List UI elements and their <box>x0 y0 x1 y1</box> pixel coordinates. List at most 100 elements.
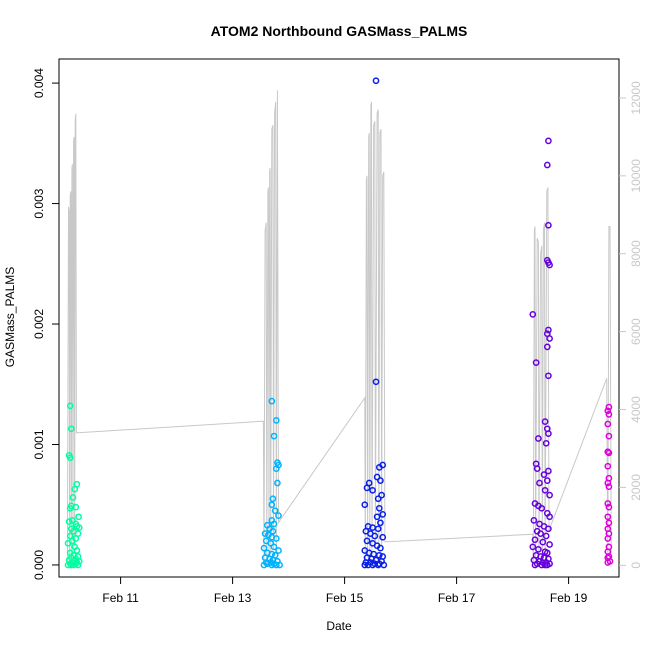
data-point <box>73 547 81 554</box>
data-point <box>546 335 553 342</box>
data-point <box>374 495 382 503</box>
data-point <box>531 561 539 569</box>
data-point <box>377 477 384 484</box>
data-point <box>605 449 613 457</box>
x-tick-label: Feb 11 <box>102 591 139 605</box>
data-point <box>545 326 552 334</box>
data-point <box>546 261 553 269</box>
data-point <box>541 486 549 494</box>
data-point <box>542 439 550 447</box>
y2-tick-label: 10000 <box>629 159 643 193</box>
y2-tick-label: 12000 <box>629 81 643 115</box>
data-point <box>261 530 269 537</box>
y-tick-label: 0.004 <box>32 68 46 98</box>
data-point <box>361 501 369 509</box>
data-point <box>536 479 543 487</box>
data-point <box>272 417 280 424</box>
data-point <box>268 397 276 405</box>
x-tick-label: Feb 19 <box>550 591 588 605</box>
data-point <box>75 513 82 521</box>
data-point <box>375 504 383 512</box>
data-point <box>373 473 381 481</box>
data-points-layer <box>64 77 614 569</box>
data-point <box>369 486 376 494</box>
data-point <box>543 343 551 351</box>
data-point <box>71 485 79 493</box>
data-point <box>530 517 538 524</box>
data-point <box>543 161 551 169</box>
altitude-line-layer <box>66 90 612 566</box>
data-point <box>537 530 544 537</box>
data-point <box>66 454 74 462</box>
data-point <box>272 535 280 542</box>
data-point <box>274 479 281 487</box>
data-point <box>533 465 541 472</box>
x-tick-label: Feb 13 <box>214 591 252 605</box>
x-tick-label: Feb 15 <box>326 591 364 605</box>
data-point <box>605 483 613 491</box>
y2-tick-label: 6000 <box>629 318 643 345</box>
y2-tick-label: 2000 <box>629 474 643 501</box>
data-point <box>604 448 612 456</box>
data-point <box>372 77 380 85</box>
data-point <box>604 500 612 507</box>
data-point <box>268 501 276 509</box>
data-point <box>540 471 548 478</box>
data-point <box>545 525 552 533</box>
data-point <box>377 519 384 527</box>
data-point <box>260 561 268 569</box>
data-point <box>535 545 542 553</box>
data-point <box>374 561 382 569</box>
data-point <box>363 537 371 545</box>
data-point <box>543 477 551 484</box>
data-point <box>374 525 382 533</box>
data-point <box>268 561 276 569</box>
data-point <box>604 420 612 428</box>
y2-tick-label: 0 <box>629 562 643 569</box>
y-tick-label: 0.002 <box>32 309 46 339</box>
data-point <box>379 533 387 541</box>
data-point <box>276 561 283 569</box>
altitude-series-line <box>66 90 612 566</box>
data-point <box>539 538 547 546</box>
data-point <box>272 465 280 472</box>
data-point <box>543 549 551 557</box>
data-point <box>75 524 83 531</box>
data-point <box>604 535 612 542</box>
data-point <box>74 561 82 569</box>
data-point <box>67 561 75 569</box>
data-point <box>605 403 613 411</box>
data-point <box>379 511 387 518</box>
data-point <box>67 425 75 433</box>
data-point <box>269 527 277 535</box>
data-point <box>372 378 380 386</box>
data-point <box>270 543 278 551</box>
data-point <box>541 561 549 569</box>
data-point <box>546 491 553 499</box>
data-point <box>373 513 381 521</box>
data-point <box>546 513 553 521</box>
data-point <box>375 464 383 471</box>
data-point <box>545 137 552 145</box>
data-point <box>541 418 549 425</box>
data-point <box>269 495 277 503</box>
data-point <box>545 221 552 229</box>
y2-tick-label: 8000 <box>629 240 643 267</box>
data-point <box>604 407 612 415</box>
data-point <box>65 518 73 525</box>
data-point <box>361 561 369 569</box>
data-point <box>64 561 72 569</box>
data-point <box>605 519 613 527</box>
x-tick-label: Feb 17 <box>438 591 476 605</box>
data-point <box>375 551 383 559</box>
data-point <box>538 504 546 512</box>
data-point <box>69 494 77 501</box>
data-point <box>543 561 551 569</box>
data-point <box>260 544 268 552</box>
data-point <box>64 539 72 547</box>
data-point <box>271 507 279 515</box>
x-axis-label: Date <box>326 619 352 633</box>
data-point <box>545 430 552 437</box>
data-point <box>546 541 553 548</box>
data-point <box>545 372 552 380</box>
